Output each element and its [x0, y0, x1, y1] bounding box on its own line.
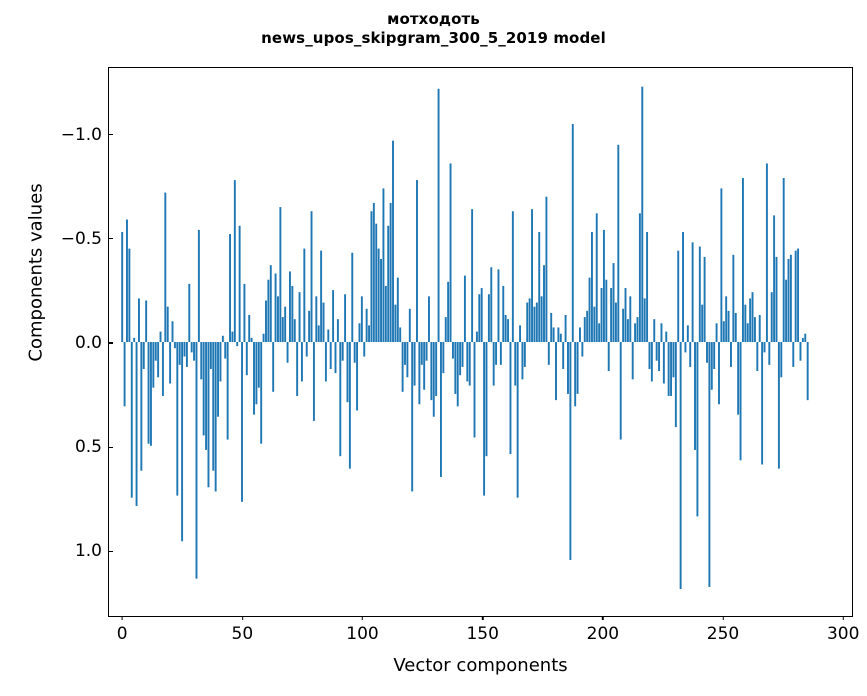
- chart-title: мотходоть news_upos_skipgram_300_5_2019 …: [0, 10, 867, 48]
- x-tick-mark: [842, 616, 844, 620]
- y-tick: −1.0: [60, 124, 113, 145]
- x-tick-label: 100: [346, 624, 379, 644]
- y-tick: 1.0: [74, 541, 113, 562]
- x-tick: 50: [231, 616, 254, 644]
- x-tick-mark: [241, 616, 244, 620]
- y-tick: 0.0: [74, 333, 113, 353]
- chart-title-word: мотходоть: [387, 10, 480, 28]
- x-tick-label: 0: [116, 624, 128, 644]
- x-tick-mark: [361, 616, 364, 620]
- x-tick: 200: [587, 616, 619, 644]
- y-tick-label: −0.5: [60, 228, 102, 249]
- x-tick-mark: [722, 616, 724, 620]
- x-tick-label: 250: [706, 624, 740, 644]
- y-tick-label: −1.0: [60, 124, 102, 145]
- y-tick-mark: [109, 238, 113, 240]
- x-tick: 300: [827, 616, 859, 644]
- plot-axes: 1.0 0.5 0.0 −0.5 −1.0 0 50 100 150 200 250 300: [61, 67, 859, 644]
- x-tick-label: 300: [826, 624, 860, 644]
- y-tick: −0.5: [60, 228, 113, 249]
- chart-title-model: news_upos_skipgram_300_5_2019 model: [261, 29, 606, 48]
- y-tick-mark: [109, 446, 113, 448]
- x-tick-mark: [482, 616, 484, 620]
- y-tick-label: 0.5: [74, 437, 102, 458]
- y-tick-mark: [109, 342, 113, 344]
- bar-series: [121, 86, 809, 590]
- y-tick-label: 0.0: [74, 333, 102, 353]
- y-tick: 0.5: [74, 437, 113, 458]
- x-tick: 250: [707, 616, 739, 644]
- y-axis-label: Components values: [25, 183, 47, 362]
- x-tick-mark: [121, 616, 123, 620]
- x-tick: 100: [346, 616, 379, 644]
- x-tick-label: 150: [466, 624, 499, 644]
- x-tick-label: 50: [231, 624, 254, 644]
- x-tick: 150: [466, 616, 499, 644]
- y-tick-mark: [109, 550, 113, 552]
- x-tick: 0: [117, 616, 128, 644]
- y-tick-mark: [109, 134, 113, 136]
- x-tick-label: 200: [586, 624, 620, 644]
- x-tick-mark: [602, 616, 604, 620]
- x-axis-label: Vector components: [393, 655, 568, 676]
- y-tick-label: 1.0: [74, 541, 102, 562]
- plot-area: [109, 68, 852, 616]
